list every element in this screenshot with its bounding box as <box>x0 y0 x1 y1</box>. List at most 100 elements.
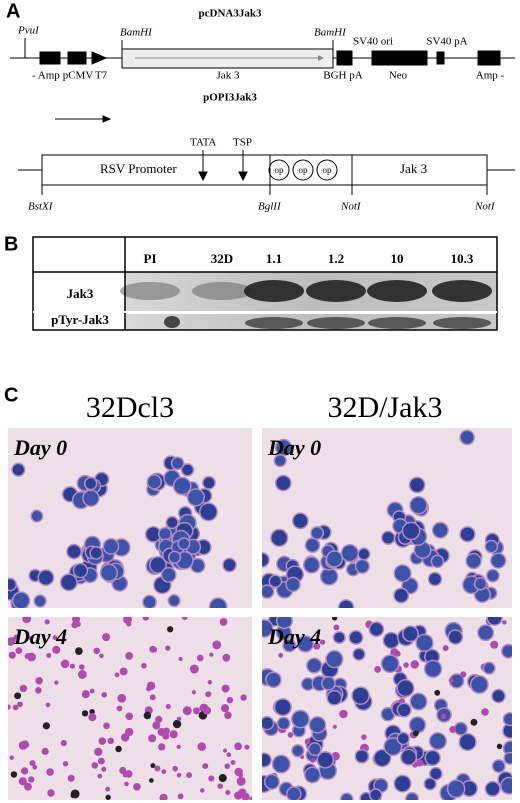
cell <box>60 659 70 669</box>
cell-nucleus <box>61 574 77 590</box>
cell-nucleus <box>450 674 463 688</box>
map-title: pcDNA3Jak3 <box>199 8 262 20</box>
element-label: T7 <box>95 70 108 82</box>
cell-nucleus <box>307 658 321 673</box>
cell <box>62 761 69 767</box>
cell <box>244 744 250 750</box>
cell <box>200 788 205 793</box>
cell-nucleus <box>150 557 166 573</box>
cell-nucleus <box>305 767 320 782</box>
cell-nucleus <box>265 775 279 789</box>
cell-nucleus <box>271 530 287 546</box>
cell <box>47 789 55 797</box>
cell <box>234 742 242 751</box>
cell <box>278 652 284 658</box>
cell-nucleus <box>223 559 236 571</box>
cell <box>304 738 311 745</box>
marker-label: TSP <box>233 137 252 149</box>
cell-nucleus <box>370 622 383 636</box>
cell-nucleus <box>432 556 443 567</box>
cell-nucleus <box>416 635 433 651</box>
cell-nucleus <box>492 690 505 702</box>
cell <box>78 664 85 670</box>
cell-nucleus <box>275 699 291 715</box>
band <box>120 282 180 300</box>
cell <box>287 732 294 738</box>
cell-nucleus <box>487 617 502 625</box>
cell-nucleus <box>188 489 204 506</box>
cell-nucleus <box>311 527 323 539</box>
blot-lower <box>126 313 496 314</box>
lane-label: PI <box>144 251 157 266</box>
cell-nucleus <box>401 750 416 765</box>
band <box>367 280 427 302</box>
cell <box>29 760 36 767</box>
cell <box>186 772 193 779</box>
cell <box>191 690 196 695</box>
cell <box>125 712 134 721</box>
cell-nucleus <box>292 745 303 756</box>
operator-label: op <box>275 165 285 175</box>
cell <box>403 662 409 668</box>
cell <box>460 671 467 678</box>
cell-nucleus <box>429 573 441 585</box>
cell-nucleus <box>425 778 436 789</box>
cell <box>236 776 246 786</box>
cell-nucleus <box>425 751 440 765</box>
cell <box>119 766 127 774</box>
cell-nucleus <box>504 713 512 725</box>
cell <box>119 667 128 676</box>
cell-nucleus <box>174 478 191 494</box>
cell <box>35 687 42 694</box>
cell-nucleus <box>210 598 227 608</box>
cell <box>207 680 213 685</box>
lane-label: 10.3 <box>451 251 474 266</box>
cell-nucleus <box>203 477 215 489</box>
cell <box>89 708 95 715</box>
cell-nucleus <box>12 464 24 476</box>
cell-nucleus <box>262 620 273 637</box>
cell <box>75 647 83 655</box>
cell <box>162 732 170 740</box>
cell <box>320 639 326 645</box>
cell <box>167 626 174 633</box>
cell <box>88 713 97 722</box>
cell-nucleus <box>309 743 321 755</box>
cell <box>189 664 199 674</box>
lane-label: 10 <box>391 251 404 266</box>
cell <box>28 776 35 783</box>
cell <box>143 711 152 720</box>
day-label: Day 0 <box>267 435 321 460</box>
cell-nucleus <box>278 718 289 729</box>
cell <box>149 778 154 783</box>
cell <box>209 652 214 657</box>
cell <box>249 796 252 800</box>
element-label: SV40 ori <box>353 36 393 48</box>
cell-nucleus <box>191 559 205 572</box>
element-label: SV40 pA <box>426 36 467 48</box>
cell <box>101 692 108 698</box>
cell <box>32 764 38 770</box>
cell-nucleus <box>13 592 29 608</box>
site-label: BglII <box>258 201 282 213</box>
cell-nucleus <box>286 578 300 591</box>
cell <box>176 744 181 749</box>
cell-nucleus <box>384 633 399 648</box>
cell-nucleus <box>101 565 117 581</box>
cell-nucleus <box>339 600 353 608</box>
blot-bands <box>120 280 496 329</box>
cell-nucleus <box>501 778 512 794</box>
cell <box>240 694 247 701</box>
cell-nucleus <box>410 478 424 492</box>
cell-nucleus <box>159 528 171 540</box>
cell-nucleus <box>262 717 273 729</box>
cell <box>115 745 122 753</box>
cell-nucleus <box>475 587 490 602</box>
cell <box>234 767 243 777</box>
cell-nucleus <box>352 687 369 704</box>
band <box>245 317 303 329</box>
cell-nucleus <box>74 564 87 577</box>
cell-nucleus <box>200 503 217 520</box>
cell-nucleus <box>34 595 46 607</box>
cell-nucleus <box>425 661 441 677</box>
